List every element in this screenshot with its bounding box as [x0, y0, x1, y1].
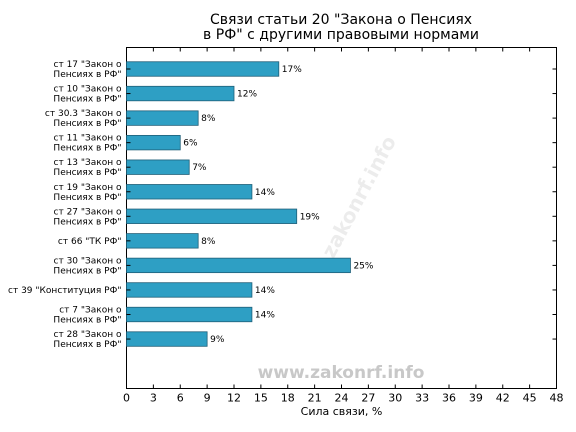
bar-value-label: 14% [255, 286, 275, 296]
category-label: Пенсиях в РФ" [53, 217, 121, 227]
watermark-diagonal: zakonrf.info [317, 132, 401, 262]
bar [126, 282, 253, 298]
category-label: Пенсиях в РФ" [53, 119, 121, 129]
x-tick-label: 18 [281, 392, 295, 405]
x-tick-label: 6 [177, 392, 184, 405]
bar [126, 134, 181, 151]
x-tick-label: 27 [361, 392, 375, 405]
bar-value-label: 8% [201, 237, 216, 247]
bar [126, 257, 351, 274]
x-tick-label: 15 [254, 392, 268, 405]
x-tick-label: 9 [204, 392, 211, 405]
category-label: ст 17 "Закон о [54, 60, 122, 70]
x-tick-label: 42 [496, 392, 510, 405]
category-label: ст 30 "Закон о [54, 256, 122, 266]
x-tick-label: 21 [308, 392, 322, 405]
category-label: ст 19 "Закон о [54, 183, 122, 193]
bar [126, 184, 253, 200]
category-label: Пенсиях в РФ" [53, 95, 121, 105]
bar [126, 306, 253, 323]
x-tick-label: 39 [469, 392, 483, 405]
bar-value-label: 14% [255, 311, 275, 321]
bar [126, 331, 208, 347]
bar-value-label: 6% [183, 139, 198, 149]
bar-value-label: 12% [237, 90, 257, 100]
category-label: Пенсиях в РФ" [53, 266, 121, 276]
bar-value-label: 19% [300, 212, 320, 222]
category-label: ст 39 "Конституция РФ" [8, 286, 121, 296]
bar-value-label: 25% [353, 261, 373, 271]
category-label: ст 11 "Закон о [54, 134, 122, 144]
bar [126, 61, 280, 77]
bar-value-label: 17% [282, 65, 302, 75]
x-tick-label: 3 [150, 392, 157, 405]
bar-value-label: 8% [201, 114, 216, 124]
bar [126, 159, 190, 175]
category-label: ст 13 "Закон о [54, 158, 122, 168]
x-tick-label: 45 [523, 392, 537, 405]
x-tick-label: 12 [227, 392, 241, 405]
bar-value-label: 9% [210, 335, 225, 345]
bar [126, 208, 298, 224]
category-label: ст 28 "Закон о [54, 330, 122, 340]
category-label: ст 7 "Закон о [59, 306, 122, 316]
bar-value-label: 7% [192, 163, 207, 173]
category-label: Пенсиях в РФ" [53, 168, 121, 178]
bar [126, 110, 199, 126]
x-axis-label: Сила связи, % [301, 405, 383, 418]
watermark-text: www.zakonrf.info [258, 363, 425, 383]
category-label: ст 10 "Закон о [54, 85, 122, 95]
category-label: ст 27 "Закон о [54, 207, 122, 217]
bar-value-label: 14% [255, 188, 275, 198]
category-label: Пенсиях в РФ" [53, 144, 121, 154]
bar [126, 233, 199, 249]
x-tick-label: 24 [335, 392, 349, 405]
category-label: ст 30.3 "Закон о [45, 109, 122, 119]
x-tick-label: 48 [550, 392, 564, 405]
category-label: Пенсиях в РФ" [53, 340, 121, 350]
x-tick-label: 30 [388, 392, 402, 405]
chart-title-line-2: в РФ" с другими правовыми нормами [203, 27, 479, 43]
bar [126, 85, 235, 102]
category-label: Пенсиях в РФ" [53, 70, 121, 80]
category-label: Пенсиях в РФ" [53, 316, 121, 326]
chart-title-line-1: Связи статьи 20 "Закона о Пенсиях [210, 12, 472, 28]
x-tick-label: 36 [442, 392, 456, 405]
x-tick-label: 0 [123, 392, 130, 405]
category-label: ст 66 "ТК РФ" [58, 237, 122, 247]
category-label: Пенсиях в РФ" [53, 193, 121, 203]
x-tick-label: 33 [415, 392, 429, 405]
